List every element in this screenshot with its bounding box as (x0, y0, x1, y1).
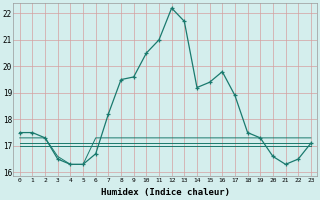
X-axis label: Humidex (Indice chaleur): Humidex (Indice chaleur) (101, 188, 230, 197)
